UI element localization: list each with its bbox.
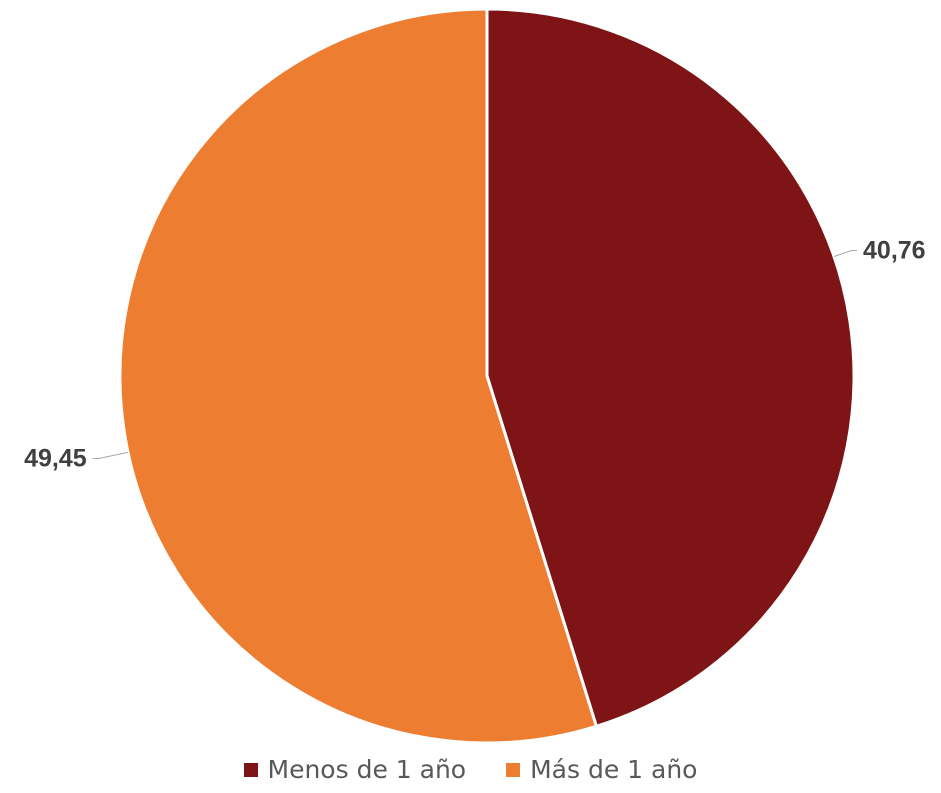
leader-lines (92, 250, 858, 460)
legend-label: Más de 1 año (530, 755, 698, 784)
legend: Menos de 1 año Más de 1 año (0, 755, 941, 784)
data-label: 40,76 (863, 237, 926, 265)
pie-slice (118, 7, 598, 745)
legend-item-mas-de-1-ano: Más de 1 año (506, 755, 697, 784)
data-labels: 40,76 49,45 (24, 237, 925, 473)
pie-slice (485, 7, 856, 728)
legend-swatch (243, 762, 258, 777)
legend-swatch (506, 762, 521, 777)
leader-line (833, 250, 858, 257)
data-label: 49,45 (24, 445, 87, 473)
pie-slices (118, 7, 856, 745)
legend-label: Menos de 1 año (267, 755, 467, 784)
legend-item-menos-de-1-ano: Menos de 1 año (243, 755, 467, 784)
leader-line (92, 451, 129, 460)
